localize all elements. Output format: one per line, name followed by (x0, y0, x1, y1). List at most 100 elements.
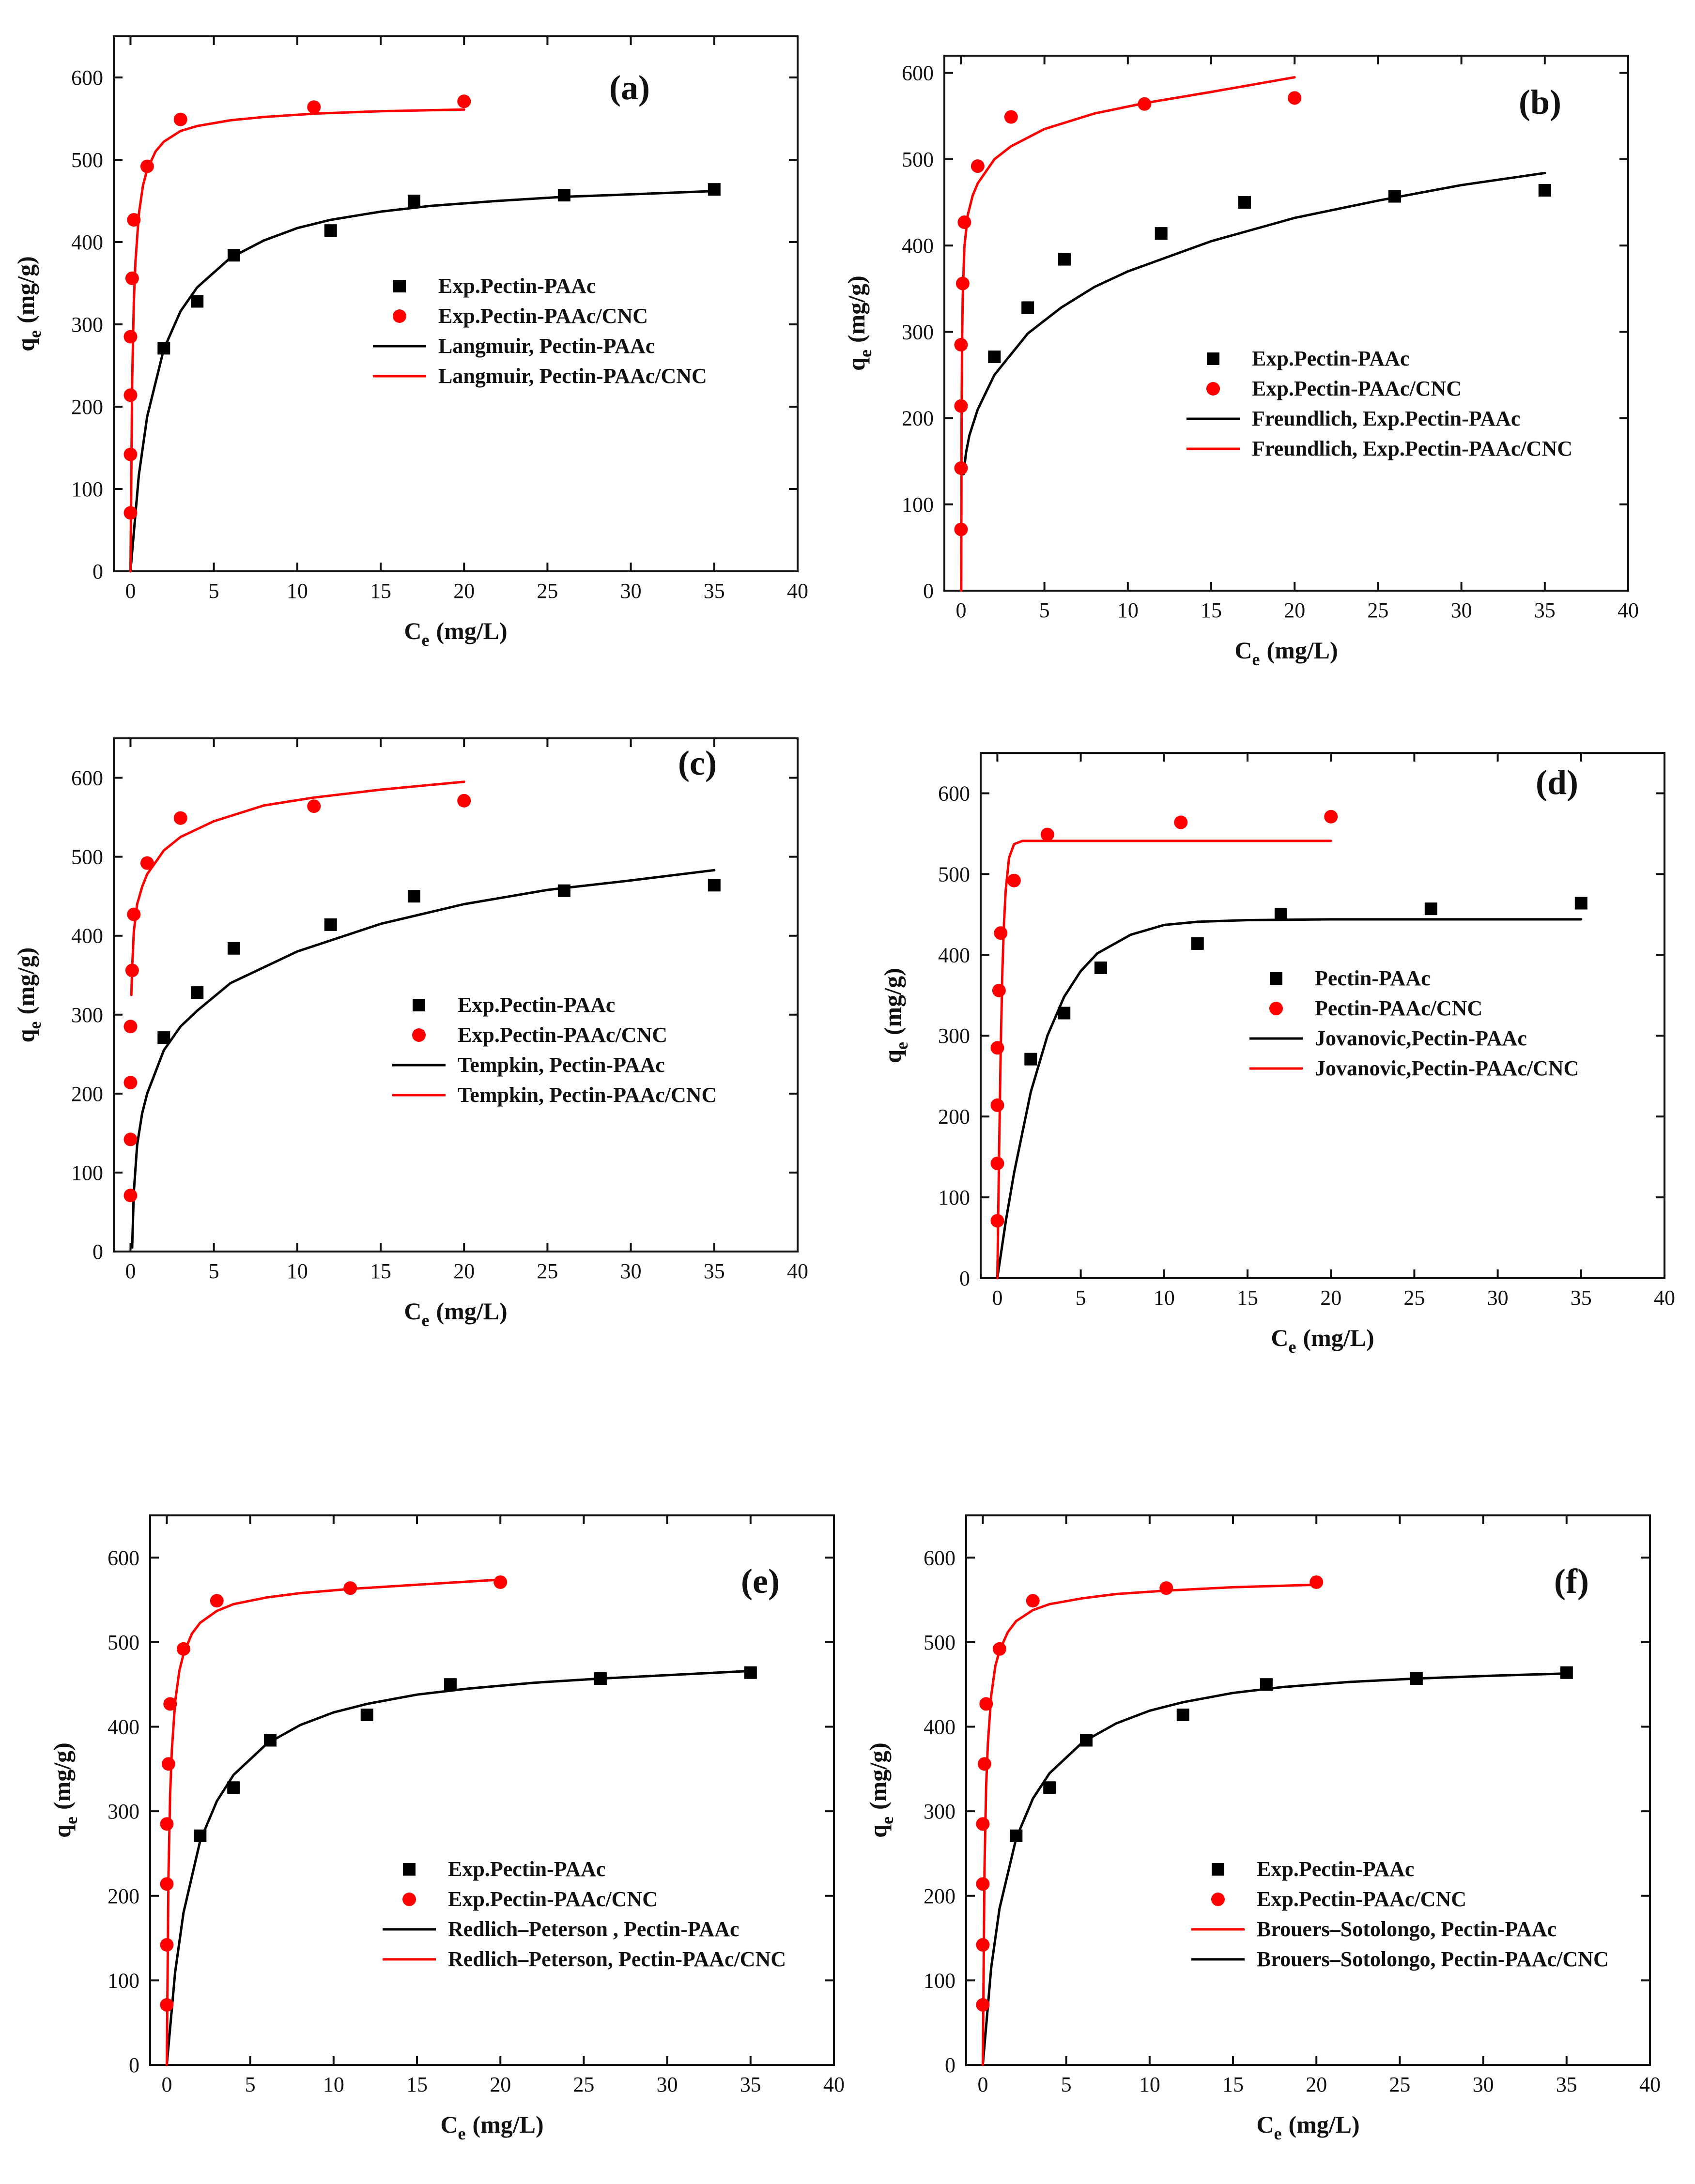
x-tick-label: 5 (209, 1259, 219, 1283)
y-tick-label: 300 (924, 1800, 955, 1823)
x-tick-label: 10 (1154, 1286, 1175, 1310)
data-point (1388, 190, 1401, 203)
x-tick-label: 20 (453, 1259, 475, 1283)
data-point (191, 295, 204, 308)
legend-label: Langmuir, Pectin-PAAc/CNC (438, 364, 707, 388)
y-axis-title: qe(mg/g) (843, 275, 875, 371)
x-tick-label: 25 (537, 1259, 558, 1283)
legend-label: Exp.Pectin-PAAc/CNC (438, 304, 648, 328)
data-point (954, 338, 968, 352)
data-point (160, 1877, 174, 1891)
data-point (227, 942, 240, 955)
data-point (157, 1031, 170, 1044)
data-point (990, 1098, 1004, 1112)
y-tick-label: 500 (108, 1631, 139, 1654)
legend-label: Exp.Pectin-PAAc (448, 1857, 605, 1881)
legend-label: Brouers–Sotolongo, Pectin-PAAc/CNC (1257, 1947, 1609, 1971)
x-tick-label: 40 (1654, 1286, 1675, 1310)
x-tick-label: 0 (125, 1259, 136, 1283)
y-tick-label: 0 (959, 1267, 970, 1290)
legend-marker (1211, 1893, 1225, 1906)
data-point (992, 983, 1006, 997)
y-tick-label: 0 (92, 1240, 103, 1264)
data-point (194, 1829, 207, 1842)
legend-label: Tempkin, Pectin-PAAc (458, 1053, 665, 1077)
x-tick-label: 0 (125, 579, 136, 603)
y-tick-label: 500 (71, 845, 103, 869)
data-point (125, 963, 139, 977)
x-tick-label: 15 (1201, 598, 1222, 622)
x-tick-label: 30 (620, 579, 642, 603)
fit-line (981, 1583, 1318, 2066)
x-tick-label: 5 (1061, 2073, 1072, 2096)
data-point (343, 1581, 357, 1595)
x-tick-label: 15 (406, 2073, 428, 2096)
data-point (976, 1938, 990, 1952)
legend-label: Exp.Pectin-PAAc/CNC (1252, 377, 1462, 400)
panel-label: (b) (1519, 83, 1561, 122)
fit-line (129, 190, 716, 573)
data-point (1155, 227, 1168, 240)
x-tick-label: 10 (1139, 2073, 1160, 2096)
data-point (988, 351, 1001, 364)
legend-label: Freundlich, Exp.Pectin-PAAc/CNC (1252, 437, 1572, 460)
data-point (954, 399, 968, 413)
data-point (971, 159, 985, 173)
x-axis-title: Ce (mg/L) (440, 2111, 543, 2143)
y-tick-label: 200 (108, 1884, 139, 1908)
y-tick-label: 500 (924, 1631, 955, 1654)
x-axis-title: Ce (mg/L) (404, 617, 507, 650)
data-point (990, 1041, 1004, 1055)
data-point (123, 506, 138, 520)
data-point (1159, 1581, 1173, 1595)
panel-label: (a) (609, 68, 650, 107)
x-tick-label: 15 (370, 579, 391, 603)
x-tick-label: 15 (1222, 2073, 1244, 2096)
data-point (1004, 110, 1018, 124)
legend-label: Exp.Pectin-PAAc (438, 274, 596, 298)
data-point (1079, 1734, 1093, 1747)
data-point (1538, 184, 1551, 197)
plot-frame (113, 35, 799, 572)
x-tick-label: 25 (537, 579, 558, 603)
x-axis-title: Ce (mg/L) (404, 1298, 507, 1330)
y-tick-label: 100 (71, 477, 103, 501)
y-tick-label: 200 (71, 1082, 103, 1106)
x-tick-label: 0 (955, 598, 966, 622)
y-tick-label: 600 (924, 1546, 955, 1570)
x-tick-label: 5 (209, 579, 219, 603)
y-tick-label: 100 (938, 1186, 970, 1209)
y-tick-label: 300 (902, 320, 934, 344)
x-axis-title: Ce (mg/L) (1234, 637, 1338, 669)
y-tick-label: 300 (71, 313, 103, 336)
data-point (1560, 1666, 1573, 1679)
legend-marker (1269, 1002, 1283, 1015)
data-point (457, 794, 471, 808)
y-tick-label: 200 (71, 395, 103, 419)
data-point (977, 1757, 991, 1771)
legend-label: Tempkin, Pectin-PAAc/CNC (458, 1083, 717, 1107)
y-tick-label: 0 (945, 2053, 955, 2077)
data-point (1260, 1678, 1273, 1691)
y-tick-label: 0 (923, 579, 934, 603)
data-point (123, 388, 138, 402)
x-tick-label: 40 (787, 1259, 808, 1283)
data-point (307, 100, 321, 114)
fit-line (996, 918, 1583, 1280)
legend-label: Freundlich, Exp.Pectin-PAAc (1252, 407, 1520, 430)
data-point (457, 94, 471, 108)
data-point (191, 986, 204, 999)
x-tick-label: 35 (1571, 1286, 1592, 1310)
legend-marker (393, 280, 406, 292)
data-point (1410, 1672, 1423, 1685)
legend-label: Redlich–Peterson , Pectin-PAAc (448, 1917, 740, 1941)
panel-label: (c) (678, 744, 717, 782)
data-point (140, 856, 154, 870)
data-point (123, 1189, 138, 1203)
data-point (157, 342, 170, 355)
data-point (1191, 937, 1204, 950)
fit-line (129, 108, 465, 573)
data-point (992, 1642, 1006, 1656)
